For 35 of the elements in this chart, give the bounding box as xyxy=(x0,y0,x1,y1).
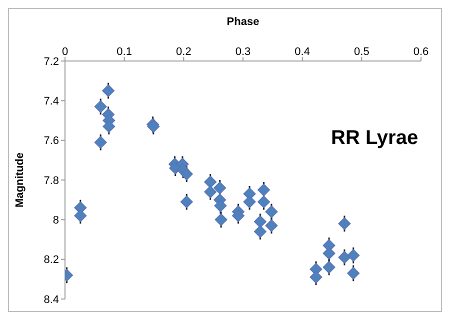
point xyxy=(204,186,217,198)
x-axis-title: Phase xyxy=(226,16,260,28)
point xyxy=(204,176,217,188)
point xyxy=(94,100,107,113)
y-axis-title: Magnitude xyxy=(14,152,26,208)
point xyxy=(338,251,351,264)
point xyxy=(180,196,193,208)
point xyxy=(338,217,351,230)
point xyxy=(254,215,267,228)
point xyxy=(180,168,193,180)
y-tick-label: 7.6 xyxy=(44,135,59,148)
point xyxy=(310,270,322,284)
x-tick-label: 0 xyxy=(62,46,68,58)
y-tick-label: 7.4 xyxy=(44,96,59,108)
point xyxy=(232,209,245,222)
point xyxy=(257,196,270,208)
x-tick-label: 0.3 xyxy=(235,46,251,58)
x-tick-label: 0.6 xyxy=(413,46,429,58)
point xyxy=(102,84,115,98)
x-tick-label: 0.5 xyxy=(354,46,370,58)
point xyxy=(74,209,87,222)
x-tick-label: 0.2 xyxy=(176,46,192,58)
annotation: RR Lyrae xyxy=(331,127,418,150)
point xyxy=(257,184,270,196)
y-tick-label: 7.8 xyxy=(44,174,59,187)
x-tick-label: 0.4 xyxy=(294,46,310,58)
x-tick-label: 0.1 xyxy=(116,46,132,58)
y-tick-label: 8 xyxy=(52,214,59,227)
point xyxy=(102,120,116,133)
y-tick-label: 7.2 xyxy=(44,56,59,68)
point xyxy=(243,196,256,208)
y-tick-label: 8.4 xyxy=(44,294,59,306)
point xyxy=(254,225,267,238)
y-tick-label: 8.2 xyxy=(44,254,59,266)
point xyxy=(94,136,107,149)
